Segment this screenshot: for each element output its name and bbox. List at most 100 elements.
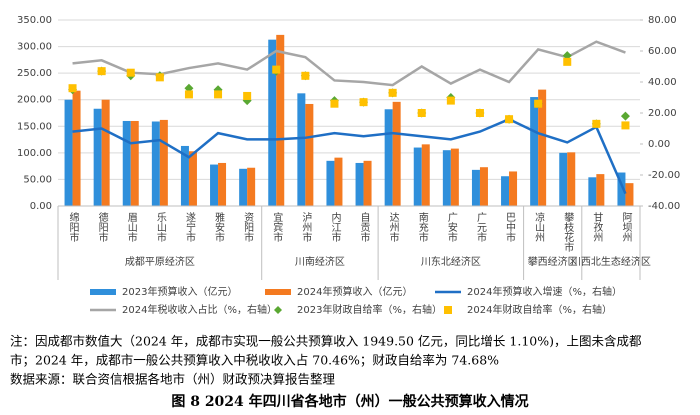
bar [130, 120, 139, 206]
bar [93, 108, 102, 206]
square-marker [243, 91, 252, 100]
square-marker [534, 99, 543, 108]
x-tick-label: 广元市 [474, 212, 486, 243]
diamond-marker [620, 111, 630, 121]
x-tick-label: 攀枝花市 [562, 211, 574, 253]
x-tick-label: 内江市 [329, 211, 341, 243]
bar [559, 152, 568, 206]
x-tick-label: 广安市 [445, 212, 457, 243]
bar [625, 183, 634, 206]
y-tick-label: 300.00 [17, 42, 52, 53]
y-tick-label: 250.00 [17, 68, 52, 79]
bar [72, 90, 81, 206]
bar [421, 144, 430, 206]
y-tick-label: 50.00 [23, 174, 52, 185]
bar [297, 93, 306, 206]
square-marker [475, 109, 484, 117]
bar [218, 162, 227, 206]
legend-label: 2024年财政自给率（%，右轴） [467, 303, 612, 316]
x-tick-label: 巴中市 [504, 212, 516, 243]
legend-label: 2023年预算收入（亿元） [122, 285, 237, 298]
square-marker [446, 96, 455, 105]
group-label: 川南经济区 [295, 255, 345, 268]
bar [442, 150, 451, 206]
square-marker [592, 119, 601, 128]
bar [268, 39, 277, 206]
square-marker [214, 90, 223, 99]
line-series [72, 117, 627, 195]
bar [501, 176, 510, 206]
bar [530, 97, 539, 206]
bar [596, 174, 605, 206]
x-tick-label: 凉山州 [533, 211, 545, 242]
x-tick-label: 德阳市 [96, 211, 108, 243]
bar [588, 177, 597, 206]
square-marker [68, 84, 77, 93]
square-marker [184, 90, 193, 99]
bar [64, 99, 73, 206]
legend-swatch [265, 289, 291, 295]
x-tick-label: 阿坝州 [620, 212, 632, 242]
bar [210, 164, 219, 206]
bar [151, 121, 160, 206]
bar [538, 89, 547, 206]
y2-tick-label: -20.00 [648, 170, 680, 181]
x-tick-label: 甘孜州 [591, 211, 603, 242]
caption: 图 8 2024 年四川省各地市（州）一般公共预算收入情况 [171, 393, 528, 410]
group-label: 川东北经济区 [421, 255, 481, 268]
legend-swatch [90, 289, 116, 295]
note: 数据来源：联合资信根据各地市（州）财政预决算报告整理 [10, 372, 336, 387]
legend-swatch [444, 306, 452, 314]
square-marker [272, 65, 281, 74]
square-marker [505, 115, 514, 124]
x-tick-label: 眉山市 [125, 212, 137, 243]
note: 注：因成都市数值大（2024 年，成都市实现一般公共预算收入 1949.50 亿… [10, 334, 642, 349]
bar [617, 172, 626, 206]
legend-swatch [274, 306, 282, 314]
bar [384, 109, 393, 206]
bar [180, 145, 189, 206]
legend-label: 2024年预算收入（亿元） [297, 285, 412, 298]
x-tick-label: 雅安市 [213, 211, 225, 243]
bar [567, 152, 576, 206]
bar [450, 148, 459, 206]
group-label: 川西北生态经济区 [571, 255, 651, 268]
y2-tick-label: 0.00 [648, 139, 670, 150]
square-marker [621, 121, 630, 130]
y2-tick-label: 80.00 [648, 15, 677, 26]
bar [326, 160, 335, 206]
bar [413, 147, 422, 206]
square-marker [563, 57, 572, 66]
y-tick-label: 150.00 [17, 121, 52, 132]
square-marker [330, 99, 339, 108]
bar [363, 160, 372, 206]
bar [471, 169, 480, 206]
y2-tick-label: 20.00 [648, 108, 677, 119]
y-tick-label: 200.00 [17, 95, 52, 106]
bar [355, 162, 364, 206]
bar [188, 151, 197, 206]
bar [122, 120, 131, 206]
y-tick-label: 350.00 [17, 15, 52, 26]
y2-tick-label: 40.00 [648, 77, 677, 88]
x-tick-label: 资阳市 [242, 212, 254, 243]
square-marker [97, 67, 106, 76]
bar [334, 157, 343, 206]
square-marker [301, 71, 310, 80]
x-tick-label: 绵阳市 [67, 211, 79, 243]
y2-tick-label: -40.00 [648, 201, 680, 212]
bar [392, 101, 401, 206]
legend-label: 2023年财政自给率（%，右轴） [297, 303, 442, 316]
group-label: 成都平原经济区 [125, 255, 195, 268]
square-marker [359, 98, 368, 107]
x-tick-label: 遂宁市 [183, 211, 195, 243]
square-marker [388, 88, 397, 97]
legend-label: 2024年预算收入增速（%，右轴） [467, 285, 622, 298]
legend-label: 2024年税收收入占比（%，右轴） [122, 303, 277, 316]
x-tick-label: 乐山市 [154, 212, 166, 243]
y-tick-label: 100.00 [17, 148, 52, 159]
x-tick-label: 泸州市 [300, 212, 312, 243]
bar [239, 168, 248, 206]
square-marker [155, 73, 164, 82]
